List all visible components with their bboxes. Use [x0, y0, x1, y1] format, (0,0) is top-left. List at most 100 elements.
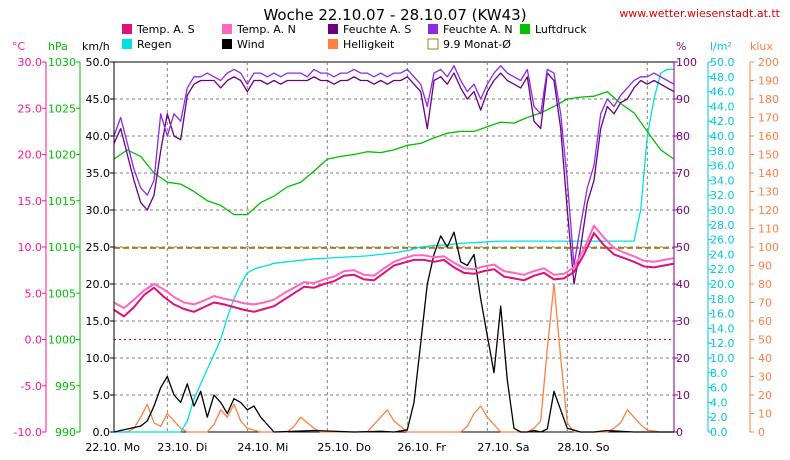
legend-label: Temp. A. N	[236, 23, 296, 36]
y-tick-label-lux: 90	[758, 260, 772, 273]
y-tick-label-lux: 20	[758, 389, 772, 402]
source-link[interactable]: www.wetter.wiesenstadt.at.tt	[619, 7, 780, 20]
y-tick-label-press: 995	[55, 380, 76, 393]
y-tick-label-wind: 15.0	[86, 315, 111, 328]
axis-unit-rain: l/m²	[710, 40, 732, 53]
y-tick-label-lux: 140	[758, 167, 779, 180]
y-tick-label-lux: 100	[758, 241, 779, 254]
series-helligkeit	[114, 283, 674, 433]
legend-swatch	[328, 39, 338, 49]
y-tick-label-wind: 25.0	[86, 241, 111, 254]
y-tick-label-lux: 60	[758, 315, 772, 328]
x-tick-label: 25.10. Do	[317, 441, 371, 454]
y-tick-label-rain: 26.0	[710, 234, 735, 247]
legend-swatch	[122, 39, 132, 49]
x-tick-label: 27.10. Sa	[477, 441, 529, 454]
series-luftdruck	[113, 90, 675, 216]
y-tick-label-temp: 20.0	[18, 149, 43, 162]
y-tick-label-rain: 0.0	[710, 426, 728, 439]
y-tick-label-press: 1005	[48, 287, 76, 300]
y-tick-label-rain: 40.0	[710, 130, 735, 143]
axis-unit-press: hPa	[48, 40, 68, 53]
y-tick-label-rain: 24.0	[710, 248, 735, 261]
y-tick-label-lux: 70	[758, 297, 772, 310]
y-tick-label-temp: 25.0	[18, 102, 43, 115]
y-tick-label-temp: 30.0	[18, 56, 43, 69]
y-tick-label-hum: 0	[676, 426, 683, 439]
y-tick-label-wind: 30.0	[86, 204, 111, 217]
y-tick-label-rain: 50.0	[710, 56, 735, 69]
y-tick-label-lux: 130	[758, 186, 779, 199]
legend-swatch	[122, 24, 132, 34]
y-tick-label-wind: 45.0	[86, 93, 111, 106]
y-tick-label-press: 990	[55, 426, 76, 439]
y-tick-label-press: 1000	[48, 334, 76, 347]
y-tick-label-temp: 0.0	[25, 334, 43, 347]
legend-label: Feuchte A. N	[443, 23, 513, 36]
y-tick-label-rain: 2.0	[710, 411, 728, 424]
legend-swatch	[328, 24, 338, 34]
y-tick-label-wind: 35.0	[86, 167, 111, 180]
x-tick-label: 24.10. Mi	[237, 441, 288, 454]
y-tick-label-lux: 200	[758, 56, 779, 69]
axis-unit-labels: °C hPa km/h% l/m² klux	[12, 40, 773, 53]
y-tick-label-rain: 48.0	[710, 71, 735, 84]
series-temp-a-s	[113, 232, 675, 318]
legend: Temp. A. S Temp. A. N Feuchte A. S Feuchte …	[122, 23, 587, 51]
y-tick-label-rain: 4.0	[710, 396, 728, 409]
y-tick-label-rain: 30.0	[710, 204, 735, 217]
legend-swatch	[520, 24, 530, 34]
y-tick-label-wind: 10.0	[86, 352, 111, 365]
legend-swatch	[427, 38, 439, 50]
y-tick-label-lux: 160	[758, 130, 779, 143]
reference-lines	[114, 246, 674, 340]
y-tick-label-lux: 190	[758, 75, 779, 88]
y-tick-label-lux: 0	[758, 426, 765, 439]
y-tick-label-hum: 60	[676, 204, 690, 217]
y-tick-label-rain: 16.0	[710, 308, 735, 321]
legend-label: Luftdruck	[535, 23, 587, 36]
y-tick-label-rain: 42.0	[710, 115, 735, 128]
y-tick-label-lux: 50	[758, 334, 772, 347]
y-tick-label-wind: 0.0	[93, 426, 111, 439]
series-wind	[113, 231, 674, 433]
y-tick-label-rain: 18.0	[710, 293, 735, 306]
y-tick-label-hum: 50	[676, 241, 690, 254]
grid	[114, 62, 674, 432]
y-tick-label-lux: 80	[758, 278, 772, 291]
legend-label: Temp. A. S	[136, 23, 195, 36]
y-tick-label-temp: 15.0	[18, 195, 43, 208]
y-tick-label-hum: 10	[676, 389, 690, 402]
y-tick-label-rain: 14.0	[710, 322, 735, 335]
y-tick-label-rain: 28.0	[710, 219, 735, 232]
y-tick-label-press: 1010	[48, 241, 76, 254]
x-axis: 22.10. Mo 23.10. Di 24.10. Mi 25.10. Do 26.1…	[85, 441, 609, 454]
y-tick-label-rain: 6.0	[710, 382, 728, 395]
y-tick-label-wind: 40.0	[86, 130, 111, 143]
y-tick-label-lux: 180	[758, 93, 779, 106]
y-tick-label-rain: 36.0	[710, 160, 735, 173]
y-tick-label-rain: 8.0	[710, 367, 728, 380]
y-tick-label-wind: 20.0	[86, 278, 111, 291]
y-tick-label-temp: 10.0	[18, 241, 43, 254]
axis-unit-hum: %	[676, 40, 686, 53]
legend-swatch	[428, 24, 438, 34]
legend-label: Helligkeit	[343, 38, 395, 51]
y-tick-label-lux: 40	[758, 352, 772, 365]
y-tick-label-lux: 120	[758, 204, 779, 217]
y-tick-label-press: 1015	[48, 195, 76, 208]
series-feuchte-a-s	[113, 72, 675, 285]
y-tick-label-lux: 170	[758, 112, 779, 125]
y-tick-label-lux: 110	[758, 223, 779, 236]
y-tick-label-hum: 30	[676, 315, 690, 328]
series-lines	[113, 65, 675, 433]
y-tick-label-lux: 10	[758, 408, 772, 421]
y-tick-label-rain: 10.0	[710, 352, 735, 365]
legend-label: Feuchte A. S	[343, 23, 411, 36]
y-tick-label-temp: -5.0	[21, 380, 42, 393]
y-tick-label-press: 1025	[48, 102, 76, 115]
chart-title: Woche 22.10.07 - 28.10.07 (KW43)	[263, 6, 526, 24]
y-tick-label-wind: 50.0	[86, 56, 111, 69]
y-tick-label-rain: 20.0	[710, 278, 735, 291]
